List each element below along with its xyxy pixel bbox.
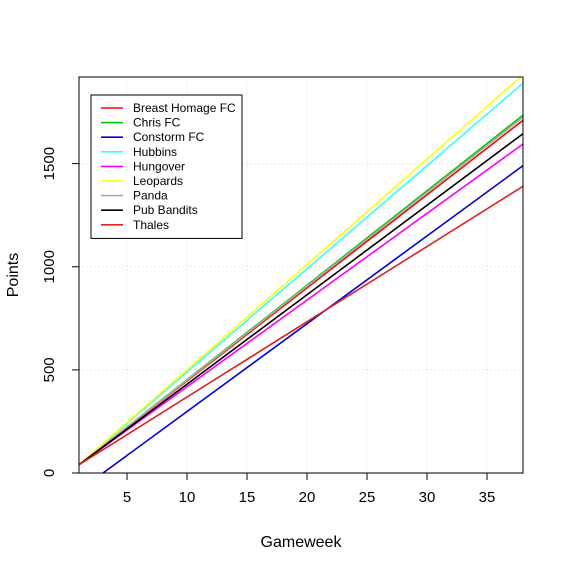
- series-line-4: [79, 143, 523, 466]
- x-tick-label: 15: [239, 489, 256, 506]
- legend-label: Breast Homage FC: [133, 101, 236, 115]
- x-tick-label: 35: [479, 489, 496, 506]
- y-tick-label: 500: [41, 357, 58, 382]
- series-lines: [79, 77, 523, 473]
- series-line-7: [79, 133, 523, 466]
- legend-label: Hungover: [133, 159, 185, 173]
- legend-label: Hubbins: [133, 145, 177, 159]
- x-tick-label: 10: [179, 489, 196, 506]
- y-axis-title: Points: [5, 253, 22, 297]
- legend-label: Chris FC: [133, 116, 181, 130]
- x-tick-label: 30: [419, 489, 436, 506]
- legend-label: Constorm FC: [133, 130, 205, 144]
- x-tick-label: 20: [299, 489, 316, 506]
- legend-label: Panda: [133, 189, 168, 203]
- y-tick-label: 1000: [41, 250, 58, 283]
- series-line-3: [79, 82, 523, 466]
- x-tick-label: 5: [123, 489, 131, 506]
- x-axis-title: Gameweek: [261, 534, 343, 551]
- series-line-6: [79, 116, 523, 466]
- legend-label: Pub Bandits: [133, 203, 198, 217]
- series-line-8: [79, 185, 523, 466]
- y-axis: 0 500 1000 1500: [41, 147, 79, 477]
- legend-label: Thales: [133, 218, 169, 232]
- plot-frame: [78, 76, 524, 474]
- series-line-5: [79, 77, 522, 466]
- y-tick-label: 0: [41, 469, 58, 477]
- x-axis: 5 10 15 20 25 30 35: [123, 473, 496, 506]
- y-tick-label: 1500: [41, 147, 58, 180]
- series-line-2: [102, 165, 523, 473]
- x-tick-label: 25: [359, 489, 376, 506]
- legend-label: Leopards: [133, 174, 183, 188]
